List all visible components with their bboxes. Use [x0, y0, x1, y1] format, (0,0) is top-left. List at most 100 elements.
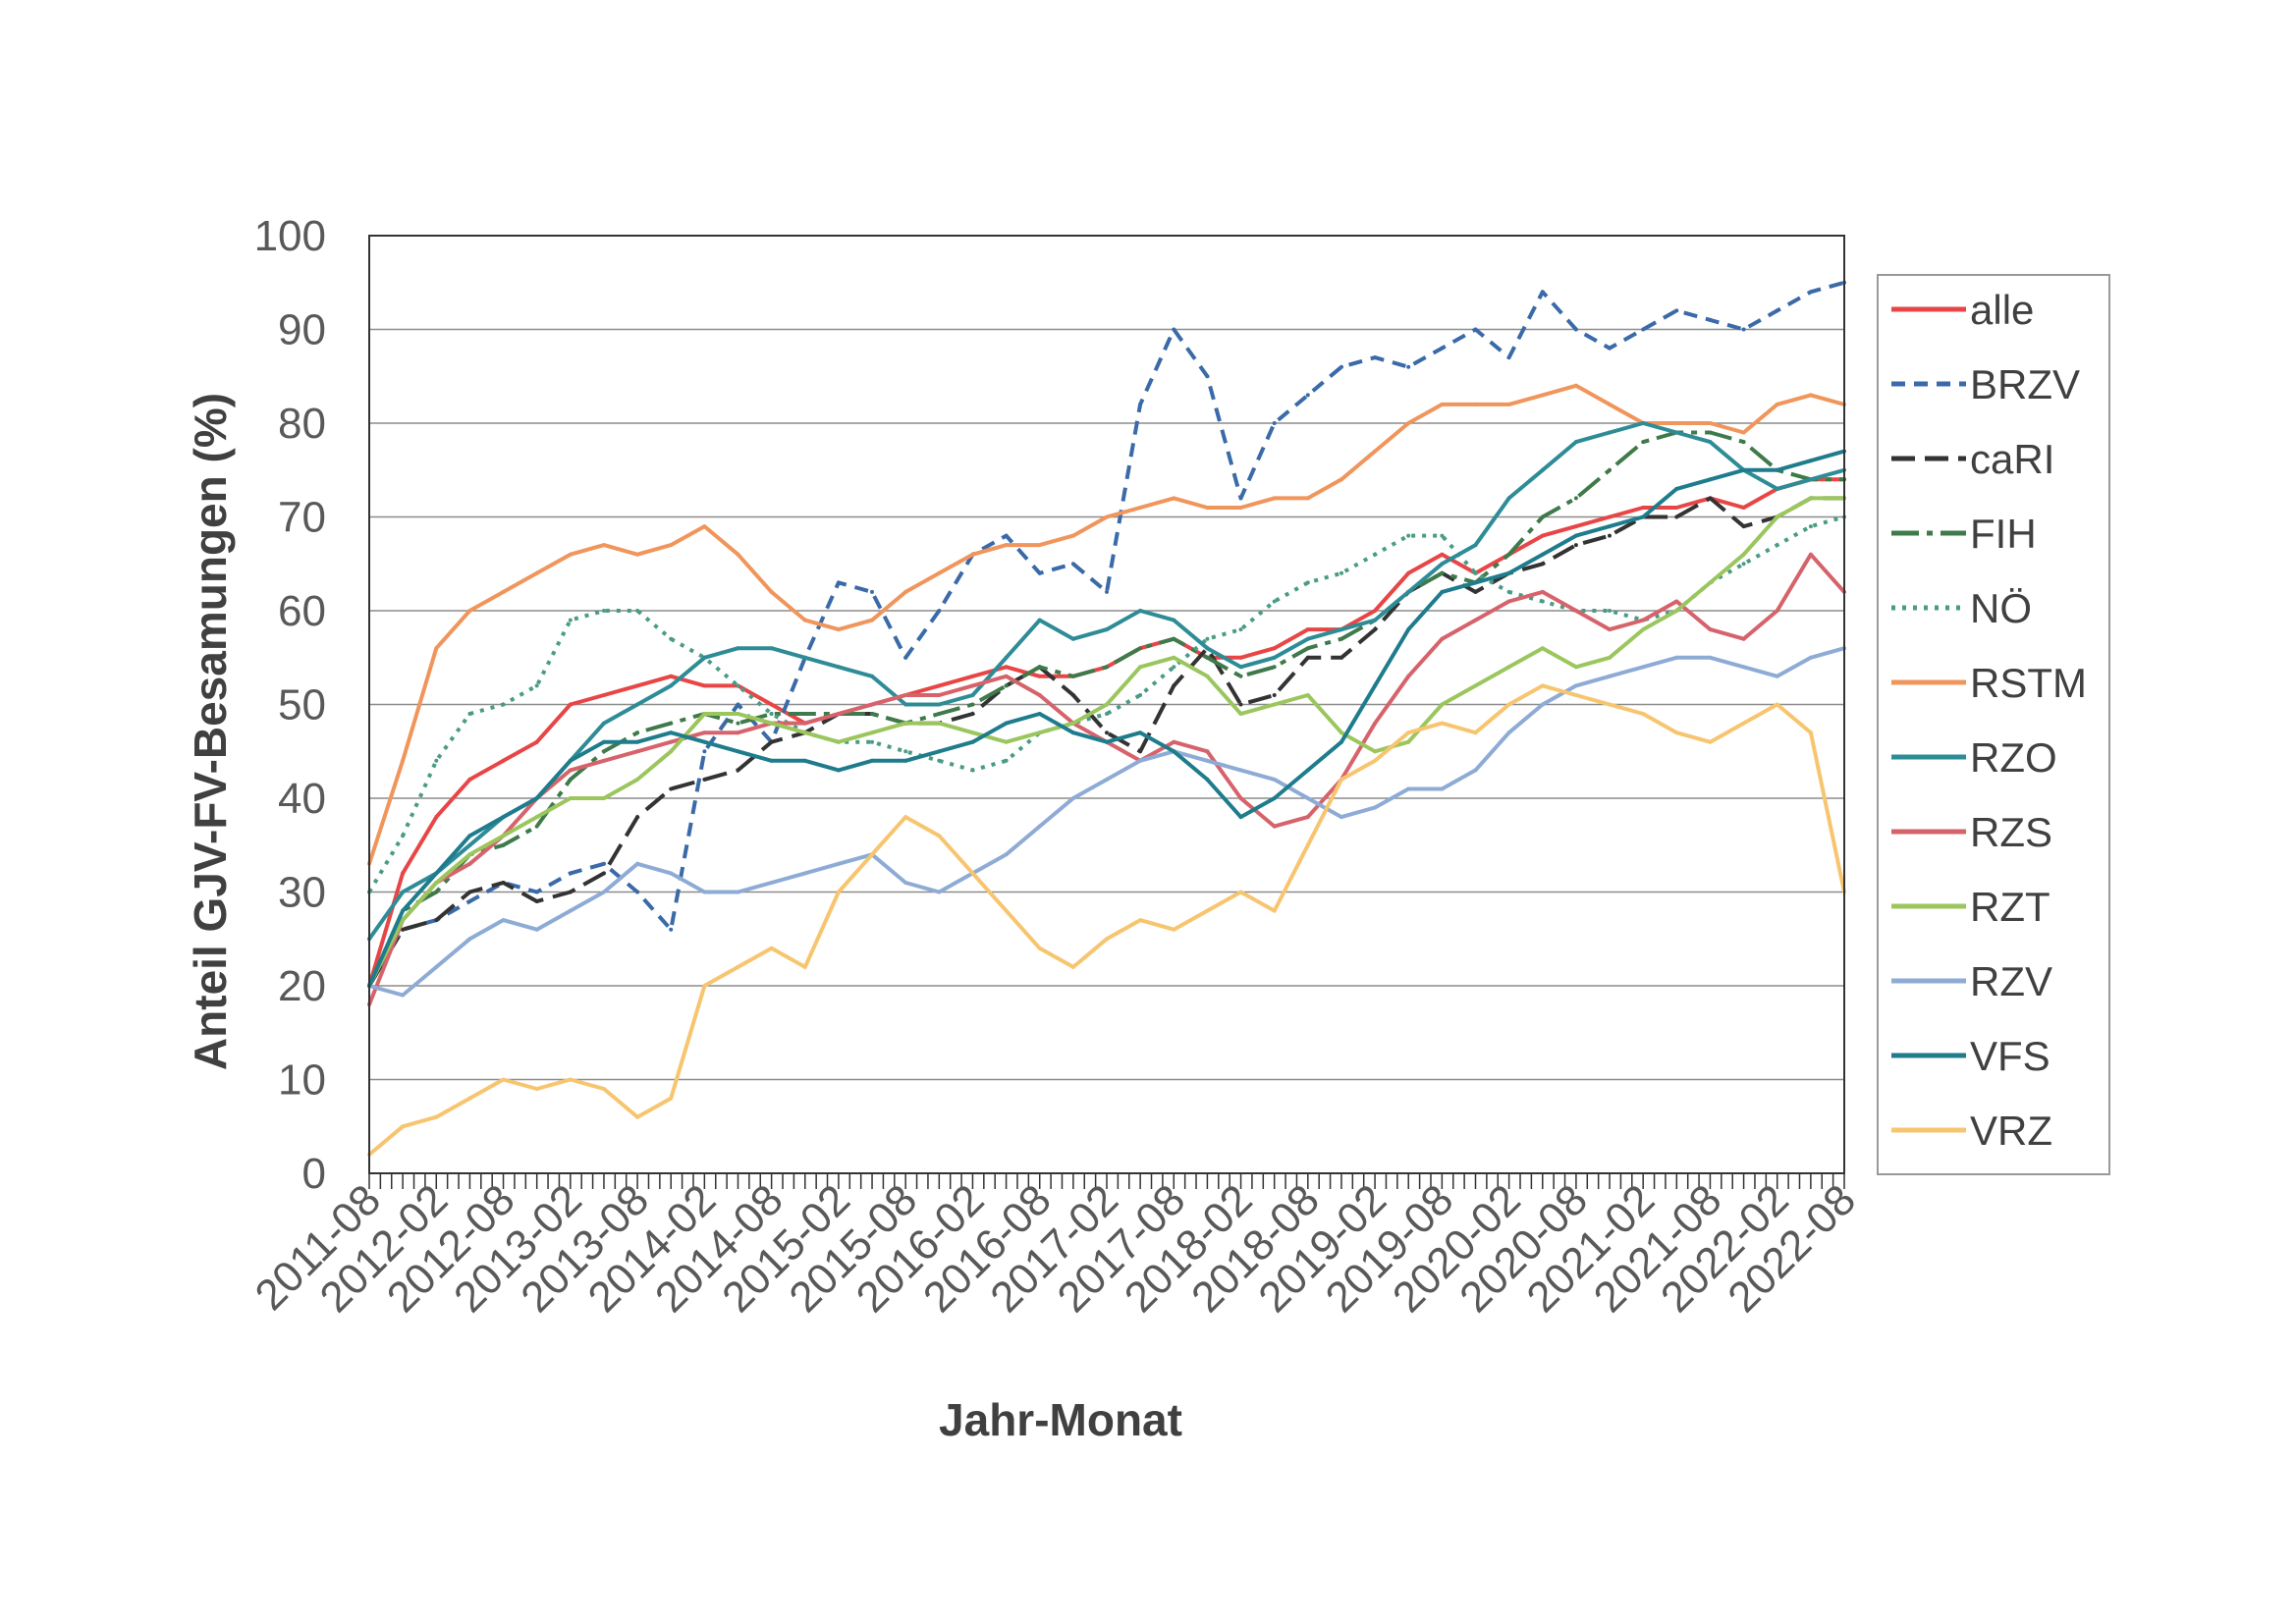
data-point-rzs — [736, 730, 740, 735]
data-point-nö — [1808, 524, 1813, 529]
data-point-rzo — [467, 842, 472, 847]
data-point-rstm — [1238, 506, 1243, 510]
data-point-rstm — [401, 758, 406, 763]
data-point-alle — [1406, 570, 1411, 575]
data-point-nö — [1205, 636, 1210, 641]
data-point-rzo — [702, 655, 707, 660]
data-point-brzv — [1506, 355, 1511, 360]
data-point-vrz — [1205, 908, 1210, 913]
data-point-vrz — [702, 984, 707, 988]
data-point-rzv — [1205, 758, 1210, 763]
data-point-alle — [534, 739, 539, 744]
data-point-alle — [1004, 665, 1009, 670]
data-point-rzt — [1205, 674, 1210, 678]
data-point-rzs — [1608, 627, 1612, 632]
y-axis-title: Anteil GJV-FV-Besamungen (%) — [185, 393, 236, 1070]
data-point-rzt — [1674, 609, 1679, 613]
data-point-rzv — [1506, 730, 1511, 735]
data-point-vrz — [970, 871, 975, 876]
data-point-fih — [1741, 440, 1746, 445]
data-point-rzs — [802, 721, 807, 726]
data-point-rstm — [635, 552, 640, 557]
data-point-rstm — [669, 543, 674, 548]
data-point-fih — [669, 721, 674, 726]
data-point-vrz — [1440, 721, 1445, 726]
data-point-cari — [501, 881, 506, 885]
data-point-rzo — [1272, 655, 1277, 660]
data-point-rzo — [1674, 430, 1679, 435]
data-point-rzo — [1406, 589, 1411, 594]
data-point-vfs — [635, 739, 640, 744]
data-point-cari — [1608, 533, 1612, 538]
data-point-nö — [534, 683, 539, 688]
data-point-rzo — [602, 721, 606, 726]
data-point-alle — [702, 683, 707, 688]
data-point-nö — [769, 712, 774, 716]
data-point-rzo — [1641, 421, 1646, 425]
data-point-rzv — [1708, 655, 1713, 660]
data-point-alle — [1373, 609, 1378, 613]
data-point-rzo — [1540, 467, 1545, 472]
data-point-vrz — [1506, 702, 1511, 707]
data-point-nö — [970, 768, 975, 773]
data-point-alle — [1305, 627, 1310, 632]
data-point-rzo — [401, 890, 406, 894]
data-point-rzv — [1373, 805, 1378, 810]
data-point-rzt — [602, 796, 606, 800]
data-point-vfs — [836, 768, 841, 773]
data-point-alle — [1540, 533, 1545, 538]
data-point-cari — [1741, 524, 1746, 529]
data-point-rstm — [434, 646, 439, 651]
data-point-nö — [736, 683, 740, 688]
data-point-rzv — [937, 890, 942, 894]
data-point-nö — [635, 609, 640, 613]
data-point-rzv — [501, 918, 506, 923]
data-point-rzv — [802, 871, 807, 876]
data-point-fih — [1573, 496, 1578, 501]
y-tick-label: 30 — [278, 869, 326, 917]
data-point-vfs — [1608, 524, 1612, 529]
data-point-rzt — [1004, 739, 1009, 744]
data-point-fih — [970, 702, 975, 707]
data-point-rzs — [568, 768, 573, 773]
data-point-alle — [434, 815, 439, 820]
data-point-fih — [736, 721, 740, 726]
data-point-rzt — [1172, 655, 1176, 660]
data-point-brzv — [1406, 364, 1411, 369]
data-point-rzv — [836, 861, 841, 866]
data-point-alle — [602, 693, 606, 697]
data-point-brzv — [568, 871, 573, 876]
data-point-rzv — [736, 890, 740, 894]
data-point-rzo — [1775, 486, 1779, 491]
data-point-brzv — [1708, 317, 1713, 322]
data-point-brzv — [1775, 308, 1779, 313]
y-tick-label: 90 — [278, 306, 326, 354]
data-point-rzs — [669, 739, 674, 744]
data-point-vrz — [1741, 721, 1746, 726]
data-point-nö — [401, 834, 406, 839]
data-point-rstm — [1172, 496, 1176, 501]
data-point-rzs — [1440, 636, 1445, 641]
data-point-rzo — [937, 702, 942, 707]
legend-label: RZV — [1970, 958, 2052, 1004]
y-tick-label: 20 — [278, 962, 326, 1010]
data-point-rzt — [836, 739, 841, 744]
data-point-fih — [937, 712, 942, 716]
data-point-vrz — [1138, 918, 1143, 923]
data-point-cari — [1172, 683, 1176, 688]
data-point-fih — [1138, 646, 1143, 651]
data-point-brzv — [1205, 374, 1210, 379]
data-point-nö — [602, 609, 606, 613]
data-point-rzv — [769, 881, 774, 885]
data-point-rstm — [1775, 402, 1779, 406]
data-point-brzv — [602, 861, 606, 866]
data-point-rzt — [1037, 730, 1042, 735]
data-point-vfs — [1272, 796, 1277, 800]
y-tick-label: 50 — [278, 681, 326, 730]
data-point-rstm — [1138, 506, 1143, 510]
data-point-vrz — [1305, 842, 1310, 847]
data-point-nö — [568, 618, 573, 622]
series-line-cari — [367, 496, 1844, 988]
data-point-vrz — [669, 1096, 674, 1101]
data-point-cari — [1473, 589, 1478, 594]
